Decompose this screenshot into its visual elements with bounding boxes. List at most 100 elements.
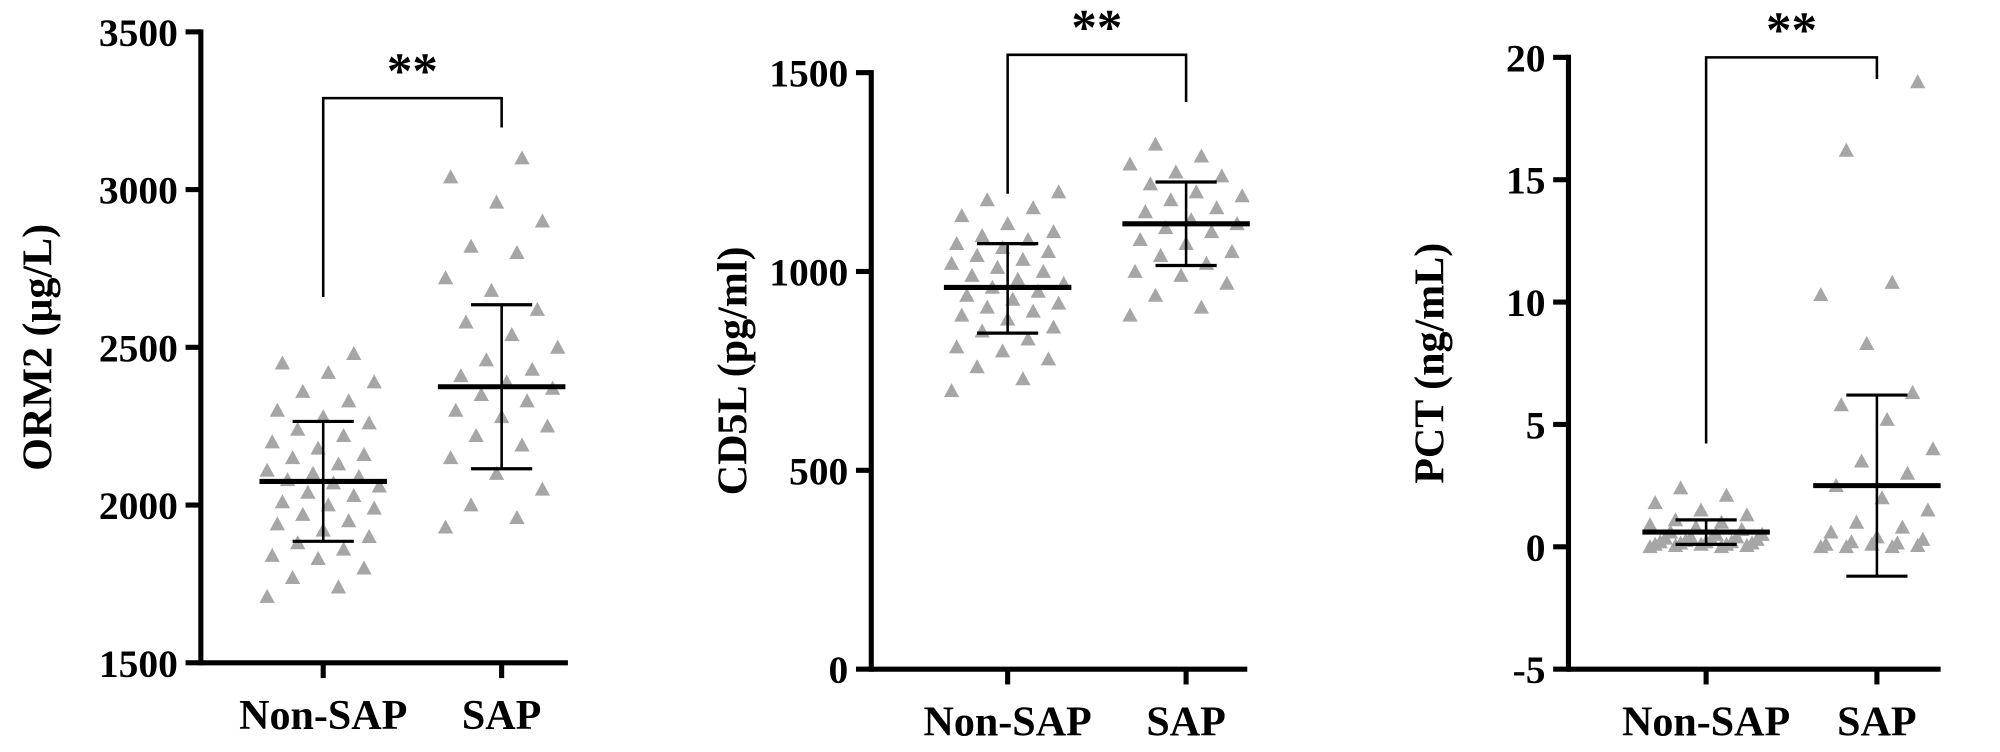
y-axis-label: ORM2 (μg/L) [16,224,62,471]
data-point [1209,200,1225,215]
data-point [1838,142,1854,157]
data-point [366,500,382,515]
data-point [539,418,556,433]
data-point [1848,514,1865,529]
data-point [483,282,500,297]
data-point [1214,168,1230,183]
data-point [1122,307,1138,322]
data-point [274,355,291,370]
data-point [335,428,352,443]
data-point [341,513,357,528]
data-point [979,192,995,207]
data-point [534,481,551,496]
data-point [1833,397,1849,412]
data-point [1025,200,1041,215]
data-point [534,213,551,228]
data-point [335,541,352,556]
significance-label: ** [1766,3,1817,59]
data-point [468,428,484,443]
data-point [1035,263,1051,278]
x-tick-label: SAP [1837,699,1916,745]
data-point [949,339,965,354]
significance-bracket [1006,53,1188,194]
data-point [346,487,362,502]
data-point [514,150,530,165]
data-point [1884,274,1900,289]
y-tick-label: 10 [1506,281,1546,325]
data-point [1025,303,1041,318]
data-point [509,510,525,525]
data-point [1193,299,1210,314]
data-point [1843,534,1860,549]
data-point [994,343,1011,358]
data-point [269,516,285,531]
data-point [264,434,280,449]
data-point [473,386,489,402]
data-point [1915,531,1931,546]
data-point [1142,176,1159,191]
data-point [264,547,280,562]
data-point [437,519,454,534]
data-point [1015,371,1031,386]
y-tick-label: 500 [789,449,848,493]
data-point [1122,156,1138,171]
x-tick-label: SAP [462,693,541,739]
data-point [463,238,479,253]
data-point [1672,480,1689,495]
y-tick-label: 1500 [769,52,848,96]
data-point [1904,384,1921,399]
data-point [330,579,347,594]
x-tick-label: Non-SAP [1622,699,1790,745]
y-tick-label: 1000 [769,251,848,295]
y-tick-label: 5 [1526,403,1546,447]
data-point [1813,287,1829,302]
data-point [949,236,965,251]
data-point [305,465,321,480]
y-tick-label: 0 [1526,526,1546,570]
data-point [1198,255,1215,270]
data-point [954,208,970,223]
y-tick-label: 1500 [99,642,178,686]
data-point [290,421,306,436]
data-point [989,259,1006,274]
data-point [1853,453,1870,468]
data-point [1899,465,1916,480]
data-point [1642,517,1658,532]
data-point [443,450,459,465]
data-point [295,506,311,521]
y-tick-label: 2500 [99,326,178,370]
data-point [514,437,530,452]
data-point [1203,224,1220,239]
data-point [1127,263,1143,278]
data-point [1050,295,1067,310]
data-point [1000,216,1016,231]
data-point [504,327,520,342]
data-point [550,339,566,354]
data-point [1158,220,1174,235]
data-point [1045,319,1062,334]
data-point [295,383,311,398]
data-point [437,270,454,285]
x-tick-label: Non-SAP [239,693,407,739]
data-point [478,352,494,367]
data-point [943,255,960,270]
data-point [1030,283,1046,298]
data-point [1045,224,1062,239]
data-point [1137,204,1153,219]
data-point [959,287,975,302]
data-point [274,494,291,509]
data-point [356,560,372,575]
y-tick-label: 0 [829,648,849,692]
data-point [284,450,301,465]
data-point [488,465,505,480]
data-point [1147,287,1164,302]
data-point [356,446,372,461]
y-tick-label: 2000 [99,484,178,528]
data-point [1010,271,1026,286]
data-point [1050,184,1067,199]
data-point [453,368,469,383]
data-point [1020,331,1036,346]
data-point [463,497,479,512]
y-axis-label: CD5L (pg/ml) [710,247,756,496]
data-point [1193,148,1210,163]
